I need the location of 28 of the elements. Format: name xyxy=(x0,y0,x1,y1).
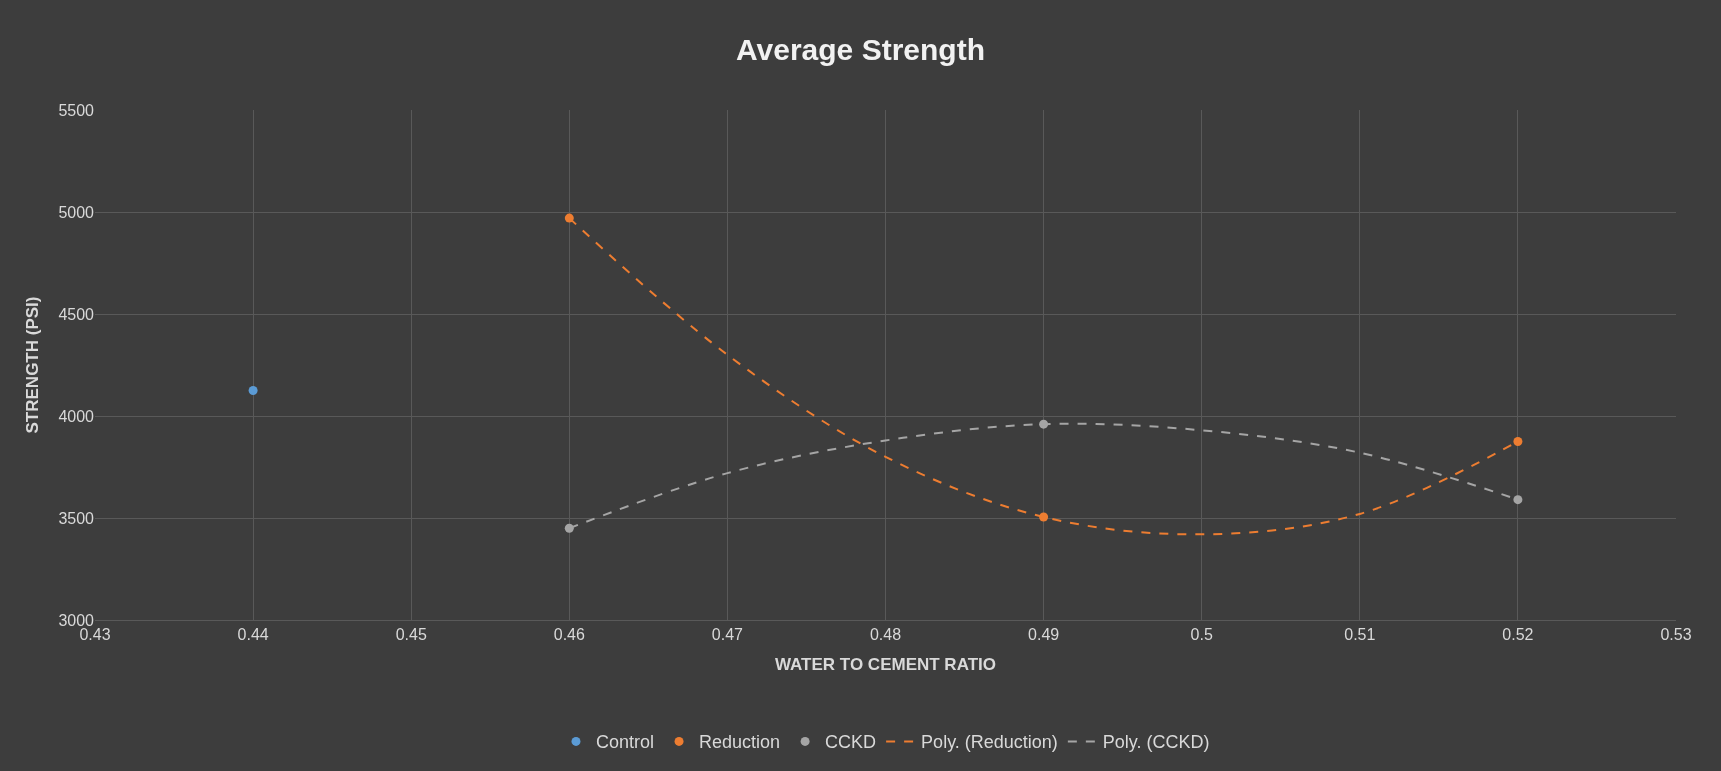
chart-title: Average Strength xyxy=(736,32,985,66)
legend-label: Poly. (Reduction) xyxy=(921,732,1058,753)
legend-label: Poly. (CCKD) xyxy=(1102,732,1210,753)
x-tick-label: 0.45 xyxy=(395,626,427,644)
legend-label: CCKD xyxy=(825,732,877,753)
y-axis-title: STRENGTH (PSI) xyxy=(22,296,42,434)
x-axis-title: WATER TO CEMENT RATIO xyxy=(775,654,996,674)
y-tick-label: 4500 xyxy=(58,305,95,323)
legend-label: Reduction xyxy=(699,732,781,753)
y-tick-label: 3000 xyxy=(58,611,95,629)
x-tick-label: 0.49 xyxy=(1028,626,1060,644)
y-tick-label: 5000 xyxy=(58,203,95,221)
x-tick-label: 0.5 xyxy=(1190,626,1213,644)
x-tick-label: 0.47 xyxy=(711,626,744,644)
x-tick-label: 0.46 xyxy=(553,626,585,644)
point xyxy=(1513,437,1523,446)
y-tick-label: 4000 xyxy=(58,407,95,425)
x-tick-label: 0.53 xyxy=(1660,626,1692,644)
point xyxy=(248,386,258,395)
x-tick-label: 0.43 xyxy=(79,626,111,644)
x-tick-label: 0.48 xyxy=(869,626,902,644)
y-tick-label: 3500 xyxy=(58,509,95,527)
x-tick-label: 0.51 xyxy=(1344,626,1376,644)
legend-label: Control xyxy=(596,732,655,753)
y-tick-label: 5500 xyxy=(58,101,95,119)
x-tick-label: 0.44 xyxy=(237,626,269,644)
x-tick-label: 0.52 xyxy=(1502,626,1534,644)
point xyxy=(1513,495,1523,505)
